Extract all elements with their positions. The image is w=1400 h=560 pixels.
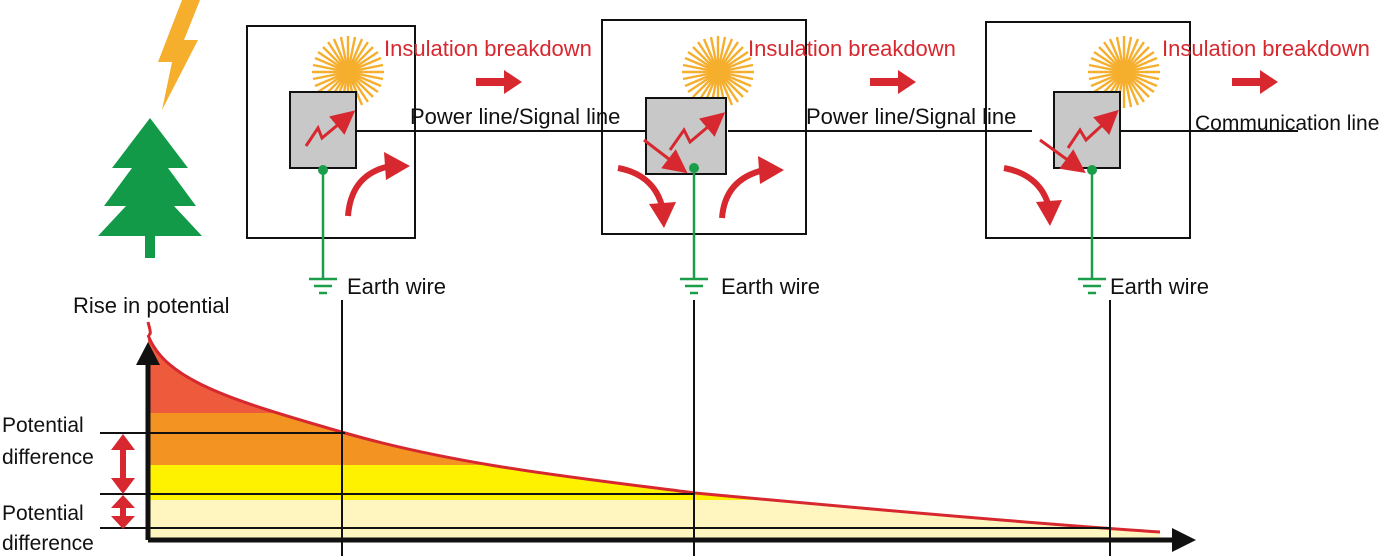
insulation-breakdown-label-2: Insulation breakdown — [748, 36, 956, 61]
arrow-icon — [617, 165, 665, 207]
axes — [136, 342, 1196, 552]
earth-wire-label-1: Earth wire — [347, 274, 446, 299]
potential-difference-arrow-2 — [111, 495, 135, 529]
earth-2 — [680, 163, 708, 295]
earth-1 — [309, 165, 337, 295]
ground-icon — [680, 277, 708, 295]
rise-in-potential-label: Rise in potential — [73, 293, 230, 318]
arrow-icon — [476, 70, 522, 94]
arrow-icon — [345, 163, 391, 217]
communication-line-label: Communication line — [1195, 112, 1379, 135]
potential-difference-label-1-line1: Potential — [2, 414, 84, 437]
potential-difference-label-1-line2: difference — [2, 446, 94, 469]
tree-icon — [98, 118, 202, 258]
potential-bands — [148, 335, 1160, 540]
potential-difference-label-2-line2: difference — [2, 532, 94, 555]
arrow-icon — [1232, 70, 1278, 94]
power-signal-line-label-1: Power line/Signal line — [410, 104, 620, 129]
reference-lines — [100, 432, 1110, 529]
insulation-breakdown-label-3: Insulation breakdown — [1162, 36, 1370, 61]
earth-wire-label-3: Earth wire — [1110, 274, 1209, 299]
arrow-icon — [1003, 165, 1051, 206]
earth-drop-lines — [341, 300, 1111, 556]
device-box-2 — [601, 19, 807, 235]
potential-curve — [146, 321, 1161, 534]
device-box-3 — [985, 21, 1191, 239]
potential-difference-label-2-line1: Potential — [2, 502, 84, 525]
lightning-icon — [158, 0, 200, 110]
ground-icon — [309, 277, 337, 295]
power-signal-line-label-2: Power line/Signal line — [806, 104, 1016, 129]
arrow-icon — [719, 167, 765, 219]
insulation-breakdown-label-1: Insulation breakdown — [384, 36, 592, 61]
breakdown-arrows — [476, 70, 1278, 94]
earth-wire-label-2: Earth wire — [721, 274, 820, 299]
earth-3 — [1078, 165, 1106, 295]
potential-difference-arrow-1 — [111, 434, 135, 494]
ground-icon — [1078, 277, 1106, 295]
arrow-icon — [870, 70, 916, 94]
